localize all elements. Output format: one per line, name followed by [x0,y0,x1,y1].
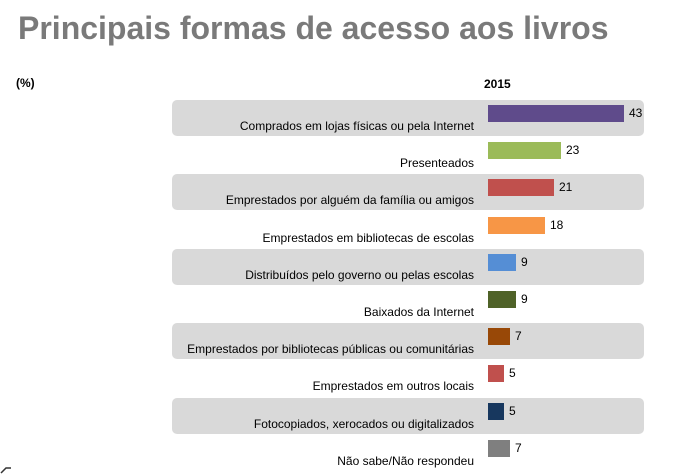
bar [488,179,554,197]
category-label: Não sabe/Não respondeu [337,453,474,468]
data-label: 5 [509,403,516,418]
bar [488,142,561,160]
data-label: 21 [559,180,573,195]
data-label: 18 [550,217,564,232]
chart-row: Fotocopiados, xerocados ou digitalizados… [172,397,644,434]
category-label: Emprestados por alguém da família ou ami… [225,193,474,208]
bar [488,105,624,122]
bar [488,216,545,234]
category-label: Comprados em lojas físicas ou pela Inter… [239,119,474,133]
data-label: 9 [521,254,528,269]
chart-row: Emprestados por alguém da família ou ami… [172,174,644,211]
chart-row: Emprestados por bibliotecas públicas ou … [172,323,644,360]
chart-row: Presenteados 23 [172,137,644,173]
data-label: 7 [515,440,522,455]
chart-row: Emprestados em outros locais 5 [172,360,644,396]
category-label: Emprestados em outros locais [312,379,474,394]
chart-title: Principais formas de acesso aos livros [18,10,609,46]
corner-mark-icon [0,467,11,474]
category-label: Presenteados [399,156,474,171]
unit-label: (%) [16,76,35,90]
data-label: 5 [509,366,516,381]
bar [488,365,504,383]
data-label: 23 [566,143,580,158]
series-year-label: 2015 [484,77,511,91]
chart-row: Baixados da Internet 9 [172,286,644,322]
data-label: 43 [629,106,643,120]
category-label: Distribuídos pelo governo ou pelas escol… [245,267,474,282]
chart-row: Não sabe/Não respondeu 7 [172,435,644,471]
category-label: Fotocopiados, xerocados ou digitalizados [253,416,474,431]
bar [488,291,516,308]
bar [488,439,510,457]
chart-row: Emprestados em bibliotecas de escolas 18 [172,212,644,248]
bar [488,328,510,346]
chart-row: Comprados em lojas físicas ou pela Inter… [172,100,644,136]
chart-row: Distribuídos pelo governo ou pelas escol… [172,248,644,285]
category-label: Emprestados em bibliotecas de escolas [262,230,474,245]
bar [488,253,516,271]
data-label: 7 [515,329,522,344]
bar [488,402,504,420]
data-label: 9 [521,292,528,306]
category-label: Baixados da Internet [363,305,474,319]
category-label: Emprestados por bibliotecas públicas ou … [187,342,474,357]
